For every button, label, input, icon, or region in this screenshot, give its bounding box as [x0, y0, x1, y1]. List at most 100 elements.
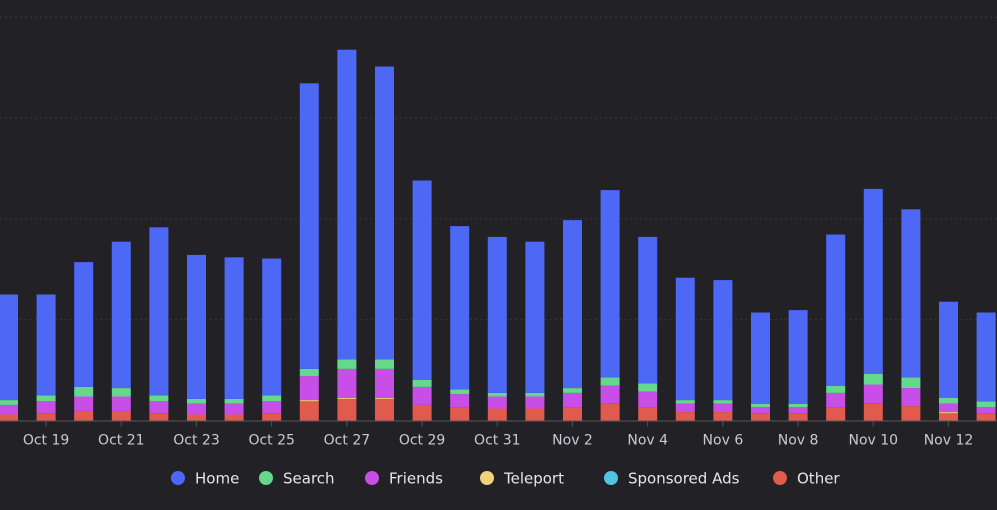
bar-segment-friends[interactable] — [450, 394, 470, 408]
bar-segment-friends[interactable] — [638, 391, 658, 408]
bar-segment-home[interactable] — [262, 258, 282, 396]
bar-segment-home[interactable] — [525, 241, 545, 393]
bar-segment-home[interactable] — [939, 301, 958, 398]
bar-stack-oct-31[interactable] — [487, 236, 507, 421]
bar-segment-home[interactable] — [487, 236, 507, 393]
bar-segment-home[interactable] — [600, 190, 620, 378]
bar-segment-home[interactable] — [299, 83, 319, 369]
bar-segment-home[interactable] — [713, 280, 733, 401]
bar-segment-other[interactable] — [224, 414, 244, 421]
bar-segment-search[interactable] — [337, 359, 357, 369]
bar-segment-other[interactable] — [74, 410, 94, 421]
bar-segment-other[interactable] — [563, 407, 582, 421]
legend-item-other[interactable]: Other — [773, 470, 840, 488]
bar-segment-search[interactable] — [525, 392, 545, 397]
bar-segment-other[interactable] — [337, 398, 357, 421]
bar-segment-other[interactable] — [713, 412, 733, 421]
bar-segment-other[interactable] — [450, 407, 470, 421]
legend-item-teleport[interactable]: Teleport — [480, 470, 564, 488]
bar-segment-home[interactable] — [675, 277, 695, 401]
bar-stack-oct-30[interactable] — [450, 226, 470, 421]
bar-segment-search[interactable] — [713, 400, 733, 404]
bar-segment-home[interactable] — [788, 310, 808, 404]
bar-segment-friends[interactable] — [74, 396, 94, 411]
bar-segment-other[interactable] — [375, 398, 394, 421]
bar-stack-oct-19[interactable] — [36, 294, 56, 421]
bar-segment-other[interactable] — [487, 408, 507, 421]
bar-segment-search[interactable] — [638, 383, 658, 392]
bar-stack-oct-26[interactable] — [299, 83, 319, 421]
bar-segment-search[interactable] — [375, 359, 394, 369]
bar-segment-friends[interactable] — [0, 404, 18, 415]
bar-segment-home[interactable] — [638, 236, 658, 384]
legend-item-sponsored-ads[interactable]: Sponsored Ads — [604, 470, 740, 488]
bar-segment-other[interactable] — [262, 413, 282, 421]
bar-segment-other[interactable] — [36, 413, 56, 421]
bar-segment-friends[interactable] — [751, 407, 770, 414]
legend-item-search[interactable]: Search — [259, 470, 335, 488]
bar-segment-friends[interactable] — [901, 388, 921, 407]
bar-segment-search[interactable] — [487, 392, 507, 397]
bar-stack-nov-12[interactable] — [939, 301, 958, 421]
bar-segment-search[interactable] — [262, 395, 282, 402]
bar-segment-friends[interactable] — [976, 407, 996, 414]
bar-stack-nov-1[interactable] — [525, 241, 545, 421]
bar-segment-home[interactable] — [74, 262, 94, 387]
bar-segment-other[interactable] — [149, 413, 169, 421]
bar-stack-nov-2[interactable] — [563, 220, 582, 421]
bar-stack-nov-7[interactable] — [751, 312, 770, 421]
bar-segment-friends[interactable] — [36, 401, 56, 414]
bar-stack-oct-25[interactable] — [262, 258, 282, 421]
bar-segment-friends[interactable] — [939, 403, 958, 413]
bar-segment-search[interactable] — [111, 388, 131, 397]
bar-segment-search[interactable] — [299, 368, 319, 377]
bar-segment-friends[interactable] — [262, 401, 282, 414]
bar-stack-nov-5[interactable] — [675, 277, 695, 421]
bar-segment-friends[interactable] — [375, 368, 394, 398]
bar-segment-home[interactable] — [224, 257, 244, 399]
bar-stack-oct-23[interactable] — [187, 254, 206, 421]
bar-segment-friends[interactable] — [863, 384, 883, 404]
bar-stack-nov-13[interactable] — [976, 312, 996, 421]
bar-segment-home[interactable] — [0, 294, 18, 401]
bar-segment-home[interactable] — [187, 254, 206, 399]
bar-stack-nov-4[interactable] — [638, 236, 658, 421]
bar-segment-search[interactable] — [563, 388, 582, 393]
bar-segment-home[interactable] — [450, 226, 470, 390]
bar-stack-nov-11[interactable] — [901, 209, 921, 421]
bar-segment-teleport[interactable] — [337, 397, 357, 399]
bar-segment-search[interactable] — [675, 400, 695, 404]
bar-stack-nov-3[interactable] — [600, 190, 620, 421]
bar-segment-home[interactable] — [826, 234, 846, 386]
bar-stack-oct-18[interactable] — [0, 294, 18, 421]
bar-segment-other[interactable] — [788, 413, 808, 421]
bar-stack-oct-22[interactable] — [149, 227, 169, 421]
bar-segment-search[interactable] — [826, 385, 846, 393]
bar-segment-search[interactable] — [450, 389, 470, 395]
bar-segment-friends[interactable] — [111, 396, 131, 411]
bar-segment-friends[interactable] — [563, 392, 582, 408]
bar-segment-home[interactable] — [36, 294, 56, 396]
bar-segment-search[interactable] — [0, 400, 18, 405]
bar-segment-other[interactable] — [600, 403, 620, 421]
bar-segment-other[interactable] — [751, 413, 770, 421]
bar-segment-friends[interactable] — [187, 403, 206, 415]
bar-segment-home[interactable] — [375, 66, 394, 360]
bar-stack-oct-20[interactable] — [74, 262, 94, 421]
bar-segment-friends[interactable] — [299, 376, 319, 401]
bar-segment-home[interactable] — [111, 241, 131, 389]
bar-segment-search[interactable] — [901, 377, 921, 389]
bar-segment-other[interactable] — [412, 404, 432, 421]
bar-segment-other[interactable] — [187, 414, 206, 421]
bar-stack-oct-21[interactable] — [111, 241, 131, 421]
bar-segment-search[interactable] — [863, 373, 883, 385]
bar-segment-friends[interactable] — [600, 385, 620, 404]
bar-segment-search[interactable] — [187, 398, 206, 404]
bar-stack-oct-27[interactable] — [337, 49, 357, 421]
bar-segment-other[interactable] — [525, 408, 545, 421]
bar-segment-search[interactable] — [149, 395, 169, 402]
bar-segment-search[interactable] — [74, 386, 94, 397]
bar-segment-friends[interactable] — [826, 392, 846, 408]
bar-segment-friends[interactable] — [675, 403, 695, 413]
bar-stack-oct-29[interactable] — [412, 180, 432, 421]
